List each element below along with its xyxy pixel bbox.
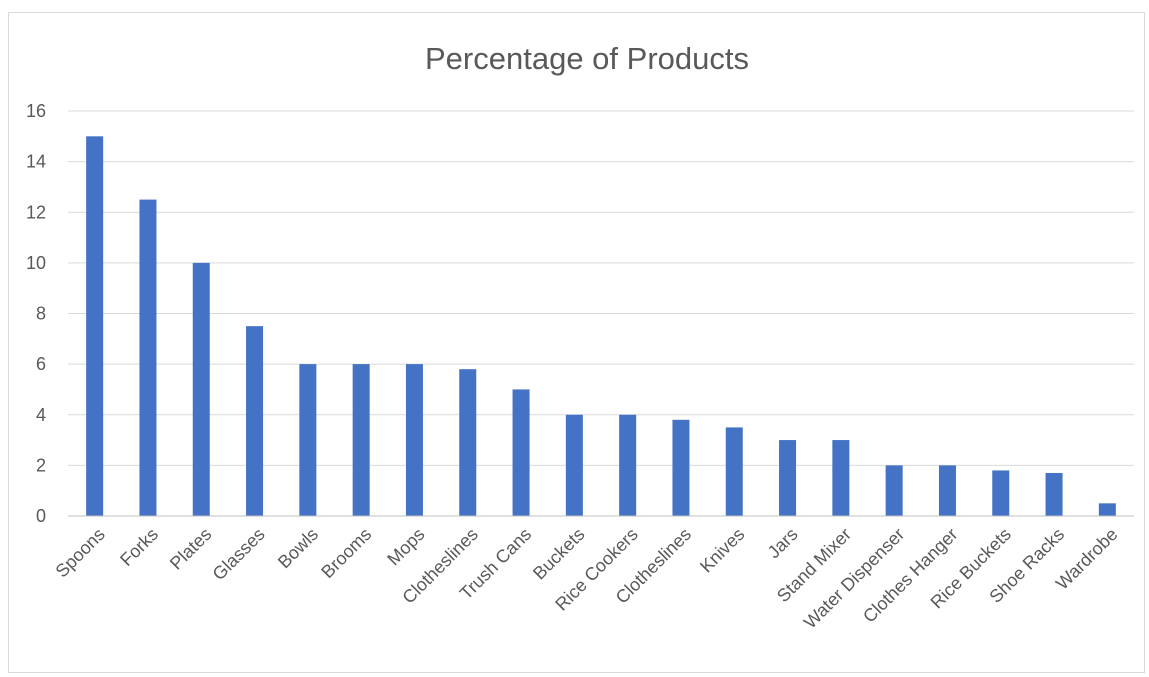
gridlines (68, 110, 1134, 466)
bar (992, 470, 1010, 516)
y-tick-label: 4 (36, 405, 46, 425)
bar (139, 199, 157, 516)
y-axis-ticks: 0 2 4 6 8 10 12 14 16 (26, 101, 46, 526)
y-tick-label: 6 (36, 354, 46, 374)
bar (619, 414, 637, 516)
chart-title: Percentage of Products (425, 41, 749, 76)
bar (459, 369, 477, 516)
x-tick-label: Knives (696, 524, 748, 576)
x-tick-label: Forks (116, 524, 162, 570)
bar (299, 364, 317, 516)
x-tick-label: Jars (764, 524, 802, 562)
x-tick-label: Glasses (209, 524, 269, 584)
y-tick-label: 8 (36, 304, 46, 324)
bar (86, 136, 104, 516)
bar (405, 364, 423, 516)
bar (779, 440, 797, 516)
bar (565, 414, 583, 516)
bar (832, 440, 850, 516)
bar (672, 419, 690, 516)
x-tick-label: Mops (383, 524, 428, 569)
bar (246, 326, 264, 516)
y-tick-label: 2 (36, 455, 46, 475)
bar (938, 465, 956, 516)
bar (1045, 472, 1063, 516)
bars (86, 136, 1116, 516)
x-tick-label: Clothes Hanger (859, 524, 962, 627)
bar (725, 427, 743, 516)
x-tick-label: Spoons (52, 524, 109, 581)
y-tick-label: 16 (26, 101, 46, 121)
bar (1098, 503, 1116, 516)
bar (885, 465, 903, 516)
y-tick-label: 14 (26, 152, 46, 172)
x-tick-label: Brooms (317, 524, 375, 582)
x-tick-label: Bowls (274, 524, 322, 572)
bar (512, 389, 530, 516)
bar (352, 364, 370, 516)
bar (192, 262, 210, 516)
y-tick-label: 10 (26, 253, 46, 273)
y-tick-label: 0 (36, 506, 46, 526)
y-tick-label: 12 (26, 202, 46, 222)
x-tick-label: Plates (166, 524, 216, 574)
